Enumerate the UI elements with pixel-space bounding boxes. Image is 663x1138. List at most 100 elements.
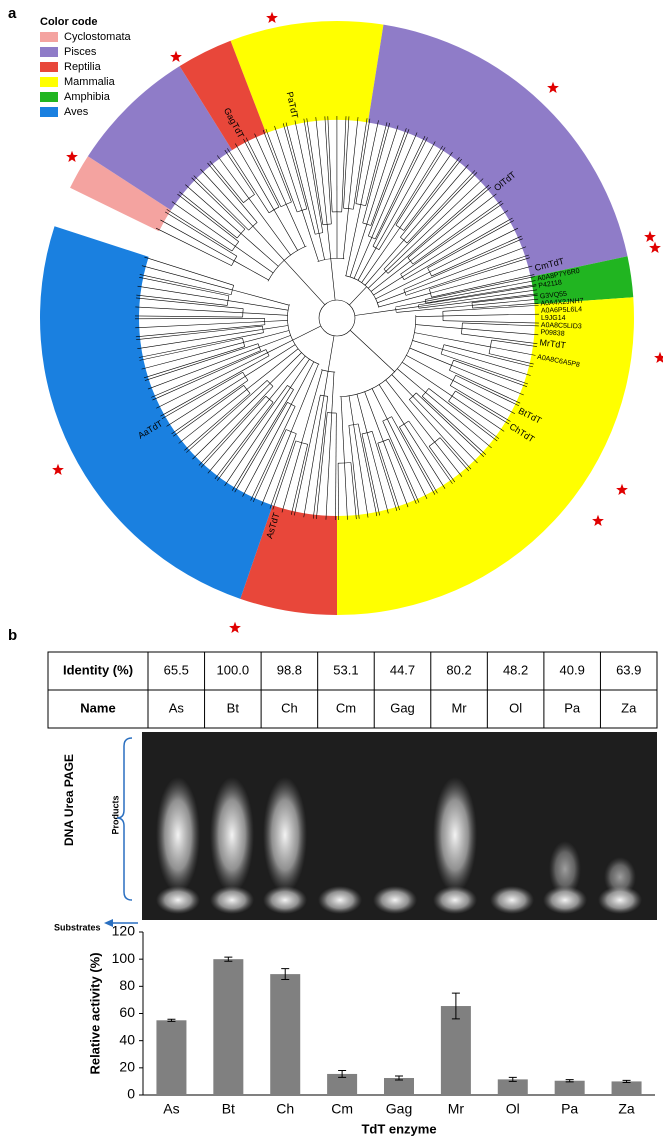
substrate-band xyxy=(490,886,534,914)
substrate-band xyxy=(156,886,200,914)
figure: PaTdTGagTdTOlTdTCmTdTMrTdTBtTdTChTdTAsTd… xyxy=(0,0,663,1138)
branch xyxy=(443,349,531,375)
branch xyxy=(332,372,334,413)
branch xyxy=(270,353,302,384)
table-cell: Name xyxy=(80,700,115,715)
branch xyxy=(384,172,477,269)
branch xyxy=(151,351,260,398)
branch xyxy=(266,396,273,402)
table-cell: As xyxy=(169,700,185,715)
legend-swatch xyxy=(40,107,58,117)
table-cell: 40.9 xyxy=(560,662,585,677)
branch xyxy=(165,212,237,256)
branch xyxy=(291,444,307,514)
table-cell: 53.1 xyxy=(333,662,358,677)
star xyxy=(616,484,628,495)
leaf-label: L9JG14 xyxy=(541,315,566,322)
clade-sector xyxy=(40,226,273,599)
branch xyxy=(410,194,496,261)
branch xyxy=(287,385,293,389)
branch xyxy=(148,347,259,389)
branch xyxy=(354,425,368,518)
branch xyxy=(450,386,510,422)
branch xyxy=(135,322,264,328)
branch xyxy=(138,286,228,300)
branch xyxy=(217,385,287,480)
branch xyxy=(443,314,539,316)
branch xyxy=(227,148,269,212)
branch xyxy=(472,295,538,302)
branch xyxy=(265,320,288,321)
star xyxy=(52,464,64,475)
branch xyxy=(201,396,266,467)
branch xyxy=(313,396,327,518)
branch xyxy=(286,430,296,434)
branch xyxy=(353,118,367,209)
x-tick-label: Ch xyxy=(276,1101,294,1117)
branch xyxy=(376,141,435,247)
branch xyxy=(444,345,533,367)
branch xyxy=(406,355,453,380)
branch xyxy=(432,236,522,276)
branch xyxy=(287,304,319,364)
substrate-band xyxy=(318,886,362,914)
branch xyxy=(258,344,261,351)
branch xyxy=(263,325,288,329)
branch xyxy=(336,413,337,520)
branch xyxy=(341,397,344,463)
branch xyxy=(232,242,239,251)
x-tick-label: Ol xyxy=(506,1101,520,1117)
branch xyxy=(422,388,429,396)
branch xyxy=(383,417,392,421)
branch xyxy=(462,328,538,334)
branch xyxy=(356,119,370,204)
branch xyxy=(346,205,361,276)
branch xyxy=(386,179,483,272)
branch xyxy=(365,240,404,285)
branch xyxy=(328,336,334,372)
table-cell: Pa xyxy=(564,700,581,715)
branch xyxy=(167,209,232,251)
branch xyxy=(368,271,386,288)
branch xyxy=(156,228,232,265)
legend-swatch xyxy=(40,92,58,102)
table: Identity (%)65.5100.098.853.144.780.248.… xyxy=(48,652,657,728)
branch xyxy=(396,225,404,230)
branch xyxy=(249,198,291,255)
table-cell: Bt xyxy=(227,700,240,715)
star xyxy=(592,515,604,526)
branch xyxy=(401,203,504,274)
bar xyxy=(555,1081,585,1095)
x-tick-label: Za xyxy=(618,1101,635,1117)
legend-label: Reptilia xyxy=(64,61,102,73)
panel-label: a xyxy=(8,5,17,22)
branch xyxy=(489,354,534,364)
branch xyxy=(361,120,379,204)
branch xyxy=(267,340,292,353)
table-cell: 63.9 xyxy=(616,662,641,677)
branch xyxy=(414,333,490,347)
branch xyxy=(136,295,227,305)
table-cell: 48.2 xyxy=(503,662,528,677)
branch xyxy=(245,345,295,377)
branch xyxy=(349,425,359,518)
branch xyxy=(449,370,520,403)
branch xyxy=(208,399,270,473)
product-smear xyxy=(210,777,254,893)
branch xyxy=(454,360,527,387)
branch xyxy=(379,293,431,307)
branch xyxy=(324,371,328,395)
branch xyxy=(443,305,539,311)
star xyxy=(547,82,559,93)
branch xyxy=(243,313,288,315)
branch xyxy=(179,192,237,238)
y-tick-label: 100 xyxy=(112,950,136,966)
branch xyxy=(372,389,387,419)
legend-title: Color code xyxy=(40,16,97,28)
table-cell: 44.7 xyxy=(390,662,415,677)
legend-swatch xyxy=(40,32,58,42)
branch xyxy=(253,430,286,502)
branch xyxy=(293,326,321,340)
bar xyxy=(156,1020,186,1095)
legend-swatch xyxy=(40,47,58,57)
